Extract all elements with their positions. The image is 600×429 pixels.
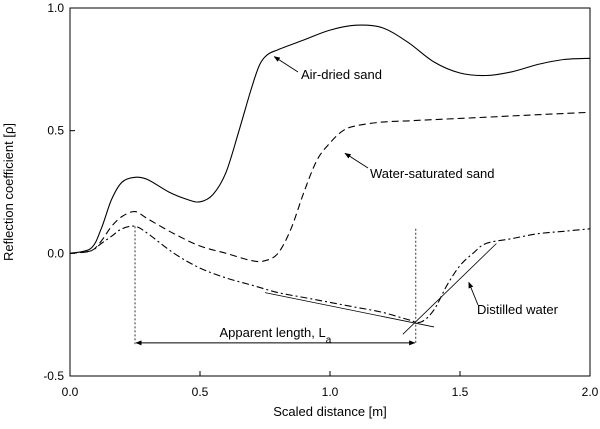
x-tick-label: 0.5 xyxy=(192,385,209,399)
tangent-line-baseline xyxy=(264,292,435,328)
series-line-water-saturated-sand xyxy=(69,111,591,263)
annotation-layer: Air-dried sand Water-saturated sand Distil… xyxy=(134,56,559,346)
water-saturated-sand-pointer xyxy=(344,152,369,169)
y-axis: 1.0 0.5 0.0 -0.5 xyxy=(43,1,75,383)
x-tick-label: 1.0 xyxy=(322,385,339,399)
tangent-line-rise xyxy=(402,243,497,335)
air-dried-sand-pointer xyxy=(273,56,299,73)
air-dried-sand-label: Air-dried sand xyxy=(301,67,382,82)
x-tick-label: 1.5 xyxy=(452,385,469,399)
x-axis-title: Scaled distance [m] xyxy=(273,404,386,419)
distilled-water-label: Distilled water xyxy=(477,302,559,317)
series-layer xyxy=(69,24,591,324)
plot-area-frame xyxy=(69,7,591,377)
y-tick-label: -0.5 xyxy=(43,369,64,383)
x-tick-label: 0.0 xyxy=(62,385,79,399)
apparent-length-text: Apparent length, L xyxy=(219,325,325,340)
x-tick-label: 2.0 xyxy=(582,385,599,399)
water-saturated-sand-label: Water-saturated sand xyxy=(370,166,495,181)
apparent-length-subscript: a xyxy=(326,334,332,345)
series-line-air-dried-sand xyxy=(69,24,591,254)
y-tick-label: 0.5 xyxy=(47,124,64,138)
series-line-distilled-water xyxy=(69,225,591,324)
distilled-water-pointer xyxy=(468,281,479,306)
apparent-length-label: Apparent length, La xyxy=(219,325,331,346)
x-axis: 0.0 0.5 1.0 1.5 2.0 xyxy=(62,371,599,399)
y-axis-title: Reflection coefficient [ρ] xyxy=(1,123,16,261)
y-tick-label: 0.0 xyxy=(47,246,64,260)
y-tick-label: 1.0 xyxy=(47,1,64,15)
